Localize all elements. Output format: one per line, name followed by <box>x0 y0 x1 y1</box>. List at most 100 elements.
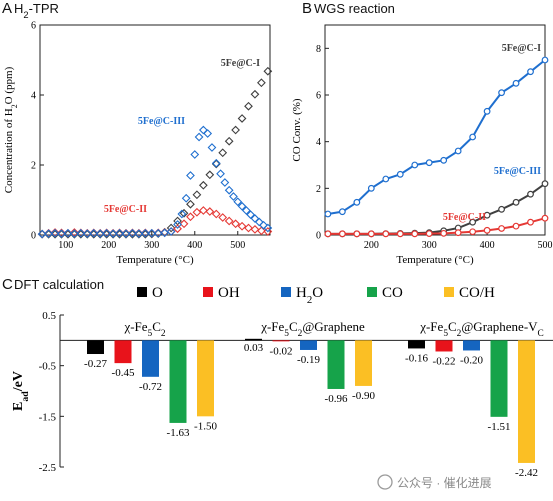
chart-title: H2-TPR <box>14 1 59 20</box>
bar <box>463 340 480 351</box>
y-tick-label: 2 <box>316 184 321 195</box>
bar <box>142 340 159 377</box>
bar-value-label: -0.45 <box>112 367 135 379</box>
data-point <box>224 185 234 195</box>
data-point <box>128 228 137 238</box>
y-tick-label: 4 <box>31 91 36 102</box>
bar-value-label: -1.63 <box>167 427 190 439</box>
data-point <box>411 230 419 238</box>
data-point <box>241 206 251 215</box>
bar-group: χ-Fe5C2@Graphene-VC -0.16 -0.22 -0.20 -1.51 -… <box>405 319 544 479</box>
data-point <box>353 230 361 238</box>
data-point <box>173 224 182 234</box>
data-point <box>527 218 534 226</box>
y-tick-label: 0.5 <box>42 310 56 322</box>
group-label: χ-Fe5C2 <box>123 319 165 339</box>
data-point <box>115 228 124 238</box>
y-tick-label: 0 <box>31 231 36 242</box>
data-point <box>263 223 273 233</box>
x-tick-label: 500 <box>538 240 553 251</box>
data-point <box>425 159 433 167</box>
data-point <box>134 229 144 238</box>
y-axis-label: CO Conv. (%) <box>291 98 303 161</box>
bar-value-label: -0.96 <box>325 393 348 405</box>
y-tick-label: 4 <box>316 137 321 148</box>
data-point <box>153 228 163 238</box>
bar-value-label: -0.22 <box>433 355 456 367</box>
series-label: 5Fe@C-III <box>138 116 185 127</box>
data-point <box>121 229 131 238</box>
bar <box>327 340 345 389</box>
y-tick-label: 8 <box>316 44 321 55</box>
data-point <box>483 211 491 219</box>
data-point <box>440 229 448 237</box>
data-point <box>512 79 520 87</box>
data-point <box>179 219 189 229</box>
series-label: 5Fe@C-II <box>104 204 147 215</box>
data-point <box>224 136 234 146</box>
data-point <box>166 227 176 236</box>
x-axis-label: Temperature (°C) <box>116 254 194 266</box>
data-point <box>198 180 208 190</box>
x-axis-label: Temperature (°C) <box>396 254 474 266</box>
bar <box>114 340 132 364</box>
legend-item: CO/H <box>444 285 495 301</box>
data-point <box>173 220 182 229</box>
y-tick-label: -0.5 <box>39 361 57 373</box>
x-tick-label: 400 <box>480 240 495 251</box>
data-point <box>541 56 549 64</box>
bar-value-label: -0.20 <box>460 354 483 366</box>
data-point <box>63 228 73 238</box>
bar <box>408 340 425 349</box>
data-point <box>237 114 247 123</box>
data-point <box>233 197 243 207</box>
data-point <box>324 210 332 218</box>
data-point <box>541 214 549 222</box>
data-point <box>498 225 505 232</box>
data-point <box>382 230 390 238</box>
data-point <box>218 213 228 222</box>
chart-title: DFT calculation <box>14 277 104 292</box>
data-point <box>108 229 118 238</box>
data-point <box>194 132 204 142</box>
bar-value-label: -2.42 <box>515 467 538 479</box>
data-point <box>254 217 264 227</box>
data-point <box>257 226 266 236</box>
series-5Fe@C-I: 5Fe@C-I <box>37 58 273 239</box>
y-tick-label: 2 <box>31 161 36 172</box>
data-point <box>76 228 86 238</box>
chart-title: WGS reaction <box>314 1 395 16</box>
data-point <box>244 101 253 111</box>
data-point <box>89 228 99 238</box>
legend-label: CO/H <box>459 285 495 301</box>
data-point <box>246 210 256 220</box>
series-label: 5Fe@C-III <box>494 166 541 177</box>
panel-b-wgs-chart: B WGS reaction 200 300 400 500 0 2 4 6 8 Temperatur… <box>291 0 553 266</box>
y-tick-label: -1.5 <box>39 411 57 423</box>
data-point <box>229 192 238 201</box>
bar <box>197 340 214 417</box>
data-point <box>382 175 390 183</box>
panel-letter: A <box>2 0 12 17</box>
legend-swatch <box>444 287 454 297</box>
data-point <box>37 229 47 239</box>
legend-swatch <box>367 287 377 297</box>
series-5Fe@C-III: 5Fe@C-III <box>37 116 273 239</box>
legend-label: O <box>152 285 163 301</box>
legend-item: H2O <box>281 285 323 306</box>
legend-label: CO <box>382 285 403 301</box>
wechat-icon <box>377 474 393 490</box>
data-point <box>231 125 240 135</box>
data-point <box>259 220 268 230</box>
data-point <box>95 229 105 238</box>
legend-label: OH <box>218 285 240 301</box>
data-point <box>469 228 477 236</box>
data-point <box>367 230 375 238</box>
data-point <box>220 178 230 187</box>
data-point <box>498 205 505 213</box>
x-tick-label: 400 <box>187 240 202 251</box>
group-label: χ-Fe5C2@Graphene-VC <box>419 319 544 339</box>
data-point <box>218 148 228 158</box>
data-point <box>70 228 79 237</box>
legend-item: O <box>137 285 163 301</box>
